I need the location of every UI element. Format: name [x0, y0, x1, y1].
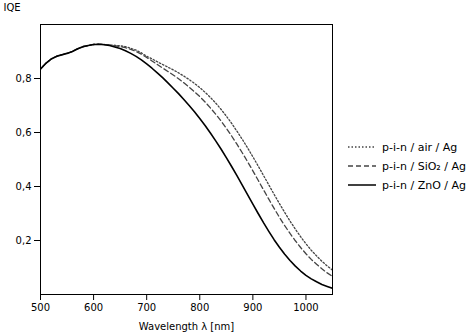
svg-text:0,2: 0,2 — [16, 235, 32, 246]
html-text:p-i-n / ZnO / Ag: p-i-n / ZnO / Ag — [382, 178, 466, 192]
svg-text:0,6: 0,6 — [16, 127, 32, 138]
svg-text:IQE: IQE — [4, 2, 21, 13]
svg-text:600: 600 — [84, 302, 103, 313]
svg-text:1000: 1000 — [293, 302, 318, 313]
svg-text:800: 800 — [190, 302, 209, 313]
svg-text:900: 900 — [243, 302, 262, 313]
svg-text:0,8: 0,8 — [16, 73, 32, 84]
html-text:p-i-n / SiO₂ / Ag: p-i-n / SiO₂ / Ag — [382, 159, 466, 173]
svg-text:700: 700 — [137, 302, 156, 313]
html-text:p-i-n / air / Ag: p-i-n / air / Ag — [382, 140, 458, 154]
svg-text:0,4: 0,4 — [16, 181, 32, 192]
svg-text:Wavelength λ [nm]: Wavelength λ [nm] — [139, 321, 235, 332]
svg-text:500: 500 — [31, 302, 50, 313]
